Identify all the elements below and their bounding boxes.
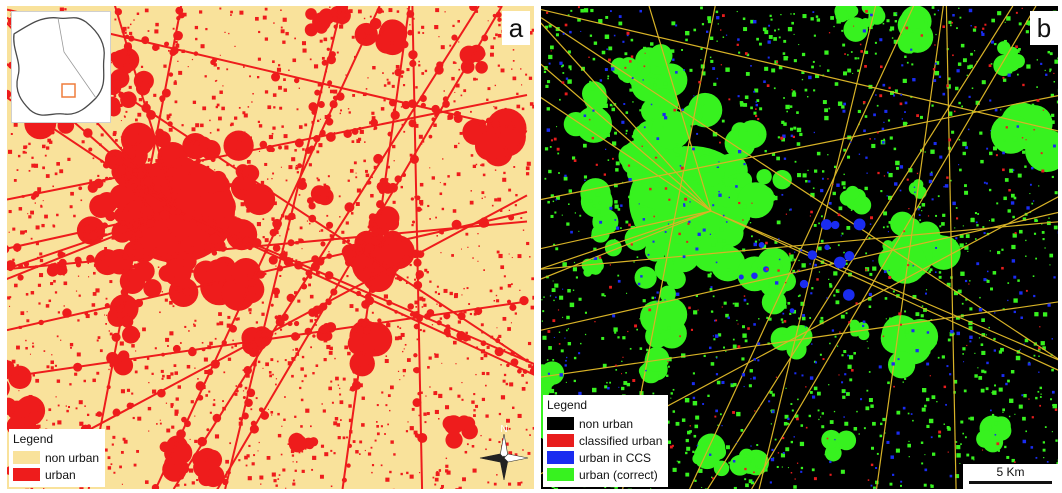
- legend-title: Legend: [547, 398, 588, 412]
- legend-label: non urban: [45, 450, 100, 465]
- north-label: N: [500, 424, 507, 435]
- panel-label-b: b: [1030, 11, 1058, 45]
- legend-b: Legend non urban classified urban urban …: [543, 395, 669, 487]
- scale-bar: 5 Km: [963, 464, 1058, 489]
- legend-item-urban-in-ccs: urban in CCS: [547, 449, 662, 466]
- locator-inset-map: [11, 11, 111, 123]
- legend-item-classified-urban: classified urban: [547, 432, 662, 449]
- legend-title: Legend: [13, 432, 54, 446]
- legend-swatch: [13, 451, 40, 464]
- north-arrow-icon: N: [479, 424, 529, 481]
- panel-label-a: a: [502, 11, 530, 45]
- legend-item-urban: urban: [13, 466, 99, 483]
- map-panel-b: b Legend non urban classified urban urba…: [541, 6, 1058, 489]
- urban-in-ccs-areas: [546, 8, 1058, 489]
- legend-label: non urban: [579, 416, 634, 431]
- legend-label: urban in CCS: [579, 450, 652, 465]
- legend-swatch: [547, 468, 574, 481]
- legend-item-non-urban: non urban: [13, 449, 99, 466]
- legend-item-non-urban: non urban: [547, 415, 662, 432]
- legend-item-urban-correct: urban (correct): [547, 466, 662, 483]
- legend-swatch: [547, 417, 574, 430]
- legend-label: urban (correct): [579, 467, 658, 482]
- legend-a: Legend non urban urban: [9, 429, 106, 487]
- scale-bar-label: 5 Km: [996, 465, 1025, 479]
- locator-outline: [13, 17, 105, 116]
- locator-extent-box: [61, 83, 76, 98]
- legend-swatch: [13, 468, 40, 481]
- legend-label: urban: [45, 467, 76, 482]
- scale-bar-line: [969, 481, 1052, 484]
- map-panel-a: a Legend non urban urban N: [7, 6, 534, 489]
- legend-label: classified urban: [579, 433, 663, 448]
- legend-swatch: [547, 434, 574, 447]
- legend-swatch: [547, 451, 574, 464]
